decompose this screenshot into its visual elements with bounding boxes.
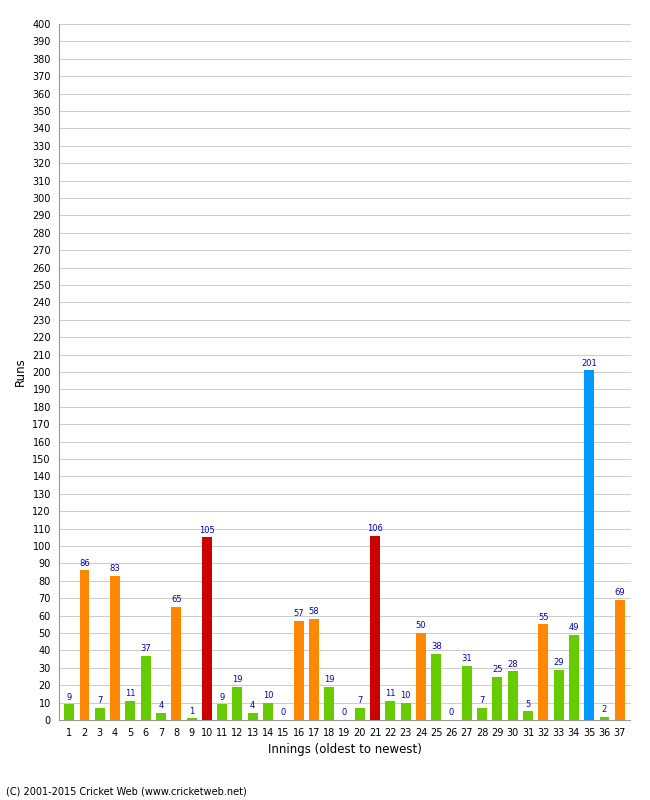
Text: 4: 4 <box>159 702 164 710</box>
Text: 58: 58 <box>309 607 319 617</box>
Text: 4: 4 <box>250 702 255 710</box>
Bar <box>110 575 120 720</box>
Bar <box>523 711 533 720</box>
Text: 7: 7 <box>357 696 363 706</box>
Bar <box>432 654 441 720</box>
Text: 10: 10 <box>263 691 273 700</box>
Text: 9: 9 <box>66 693 72 702</box>
Bar <box>615 600 625 720</box>
Text: 69: 69 <box>614 588 625 598</box>
Bar <box>508 671 517 720</box>
Bar <box>263 702 273 720</box>
Bar <box>202 538 212 720</box>
Bar <box>64 704 74 720</box>
Bar <box>355 708 365 720</box>
Bar <box>416 633 426 720</box>
Text: 105: 105 <box>199 526 215 534</box>
Text: 31: 31 <box>462 654 472 663</box>
Text: 11: 11 <box>385 690 396 698</box>
Text: 49: 49 <box>569 623 579 632</box>
Bar <box>538 624 549 720</box>
Text: 38: 38 <box>431 642 441 651</box>
Bar <box>95 708 105 720</box>
Bar <box>187 718 196 720</box>
Text: 7: 7 <box>97 696 103 706</box>
Text: 1: 1 <box>189 706 194 716</box>
Bar <box>400 702 411 720</box>
Bar <box>477 708 487 720</box>
Text: 0: 0 <box>449 708 454 718</box>
Bar <box>248 713 257 720</box>
Bar <box>584 370 594 720</box>
Bar <box>569 634 579 720</box>
Text: 50: 50 <box>416 622 426 630</box>
Text: 106: 106 <box>367 524 383 533</box>
Text: 29: 29 <box>553 658 564 667</box>
Text: (C) 2001-2015 Cricket Web (www.cricketweb.net): (C) 2001-2015 Cricket Web (www.cricketwe… <box>6 786 247 796</box>
Bar <box>462 666 472 720</box>
Text: 86: 86 <box>79 558 90 568</box>
Y-axis label: Runs: Runs <box>14 358 27 386</box>
Text: 2: 2 <box>602 705 607 714</box>
Text: 57: 57 <box>293 610 304 618</box>
Text: 55: 55 <box>538 613 549 622</box>
Text: 7: 7 <box>480 696 485 706</box>
Bar <box>324 687 334 720</box>
Text: 10: 10 <box>400 691 411 700</box>
Bar <box>140 656 151 720</box>
Bar <box>294 621 304 720</box>
Bar <box>79 570 90 720</box>
Bar <box>370 535 380 720</box>
Text: 11: 11 <box>125 690 136 698</box>
Bar <box>217 704 227 720</box>
Text: 0: 0 <box>342 708 347 718</box>
Bar <box>385 701 395 720</box>
Bar <box>156 713 166 720</box>
Bar <box>233 687 242 720</box>
Bar <box>125 701 135 720</box>
Bar <box>172 607 181 720</box>
Bar <box>599 717 610 720</box>
Text: 83: 83 <box>110 564 120 573</box>
Text: 65: 65 <box>171 595 181 604</box>
X-axis label: Innings (oldest to newest): Innings (oldest to newest) <box>268 743 421 756</box>
Text: 25: 25 <box>492 665 502 674</box>
Text: 0: 0 <box>281 708 286 718</box>
Text: 37: 37 <box>140 644 151 653</box>
Text: 5: 5 <box>525 700 530 709</box>
Bar <box>493 677 502 720</box>
Bar <box>309 619 319 720</box>
Text: 19: 19 <box>232 675 242 684</box>
Text: 28: 28 <box>508 660 518 669</box>
Text: 19: 19 <box>324 675 335 684</box>
Bar <box>554 670 564 720</box>
Text: 9: 9 <box>220 693 225 702</box>
Text: 201: 201 <box>581 358 597 368</box>
